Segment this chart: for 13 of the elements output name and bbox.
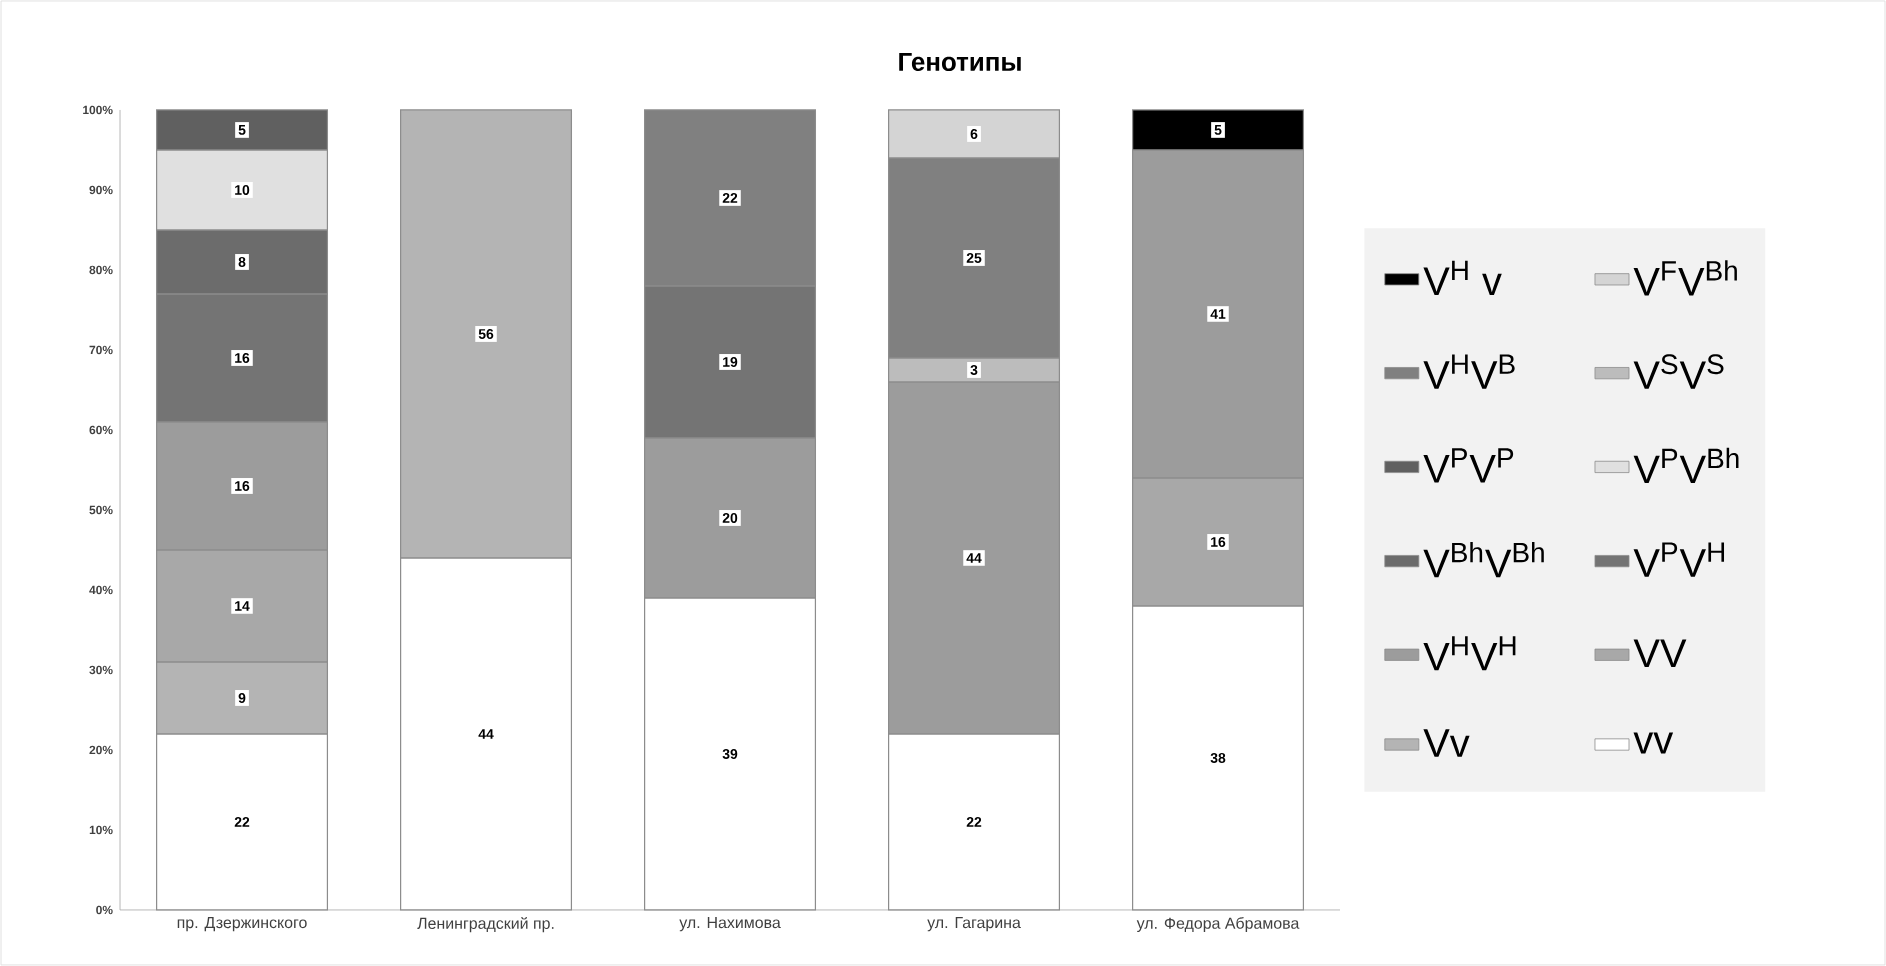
legend-label: Vv <box>1423 729 1470 757</box>
legend-label: V$^{H}$V$^{B}$ <box>1423 354 1515 389</box>
legend-label: V$^{F}$V$^{Bh}$ <box>1633 260 1737 296</box>
legend-label: V$^{S}$V$^{S}$ <box>1633 354 1724 389</box>
legend-label: V$^{P}$V$^{Bh}$ <box>1633 447 1739 484</box>
legend-label: V$^{H}$ v <box>1423 260 1502 295</box>
legend-label: V$^{P}$V$^{P}$ <box>1423 448 1514 483</box>
legend-label: V$^{Bh}$V$^{Bh}$ <box>1423 541 1544 578</box>
legend-label: VV <box>1633 639 1687 667</box>
legend-label: vv <box>1633 732 1674 754</box>
legend-label: V$^{H}$V$^{H}$ <box>1423 636 1516 671</box>
legend-label: V$^{P}$V$^{H}$ <box>1633 542 1725 577</box>
chart-title: Генотипы <box>899 52 1021 72</box>
